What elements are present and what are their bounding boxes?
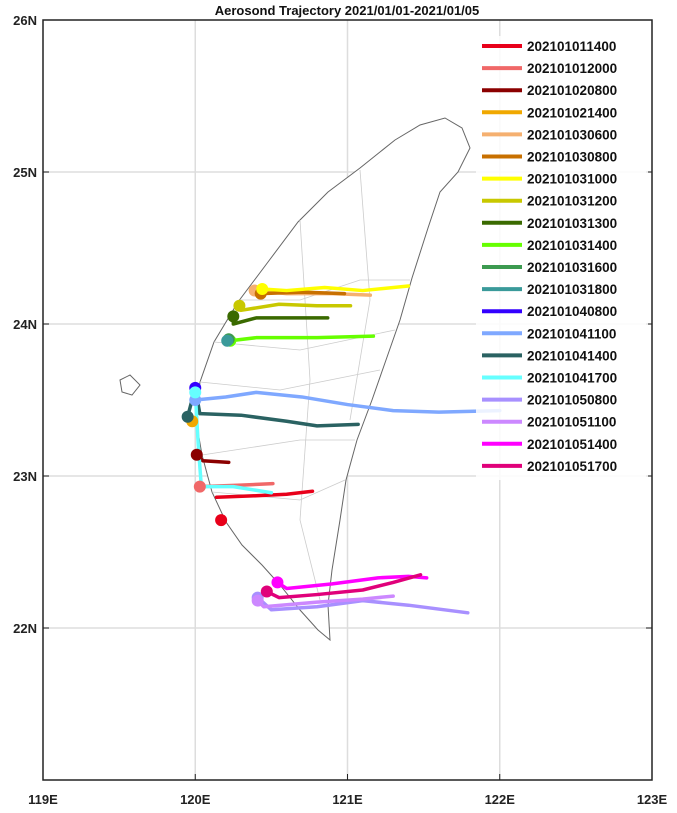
trajectory-start-202101041400 xyxy=(181,410,194,423)
trajectory-start-202101051700 xyxy=(260,585,273,598)
y-tick-label: 22N xyxy=(13,621,37,636)
axis-ticks: 119E 120E 121E 122E 123E 22N 23N 24N 25N 26N xyxy=(13,13,667,807)
legend-label: 202101041100 xyxy=(527,326,616,341)
legend-label: 202101051400 xyxy=(527,437,617,452)
x-tick-label: 121E xyxy=(332,792,363,807)
legend-label: 202101051100 xyxy=(527,415,616,430)
legend-label: 202101020800 xyxy=(527,83,617,98)
trajectory-start-202101012000 xyxy=(193,480,206,493)
trajectory-start-202101051400 xyxy=(271,576,284,589)
y-tick-label: 24N xyxy=(13,317,37,332)
legend-label: 202101031600 xyxy=(527,260,617,275)
trajectory-start-202101051100 xyxy=(251,594,264,607)
trajectory-line-202101030800 xyxy=(258,290,347,296)
trajectory-start-202101041700 xyxy=(189,386,202,399)
x-tick-label: 120E xyxy=(180,792,211,807)
legend-label: 202101031200 xyxy=(527,194,617,209)
trajectory-start-202101031800 xyxy=(221,334,234,347)
y-tick-label: 26N xyxy=(13,13,37,28)
legend-label: 202101031800 xyxy=(527,282,617,297)
chart-title: Aerosond Trajectory 2021/01/01-2021/01/0… xyxy=(215,3,480,18)
trajectory-start-202101031000 xyxy=(256,283,269,296)
trajectory-start-202101031200 xyxy=(233,299,246,312)
trajectory-line-202101031000 xyxy=(260,284,411,293)
trajectory-line-202101041100 xyxy=(193,390,502,414)
trajectory-line-202101051700 xyxy=(265,573,423,600)
legend-label: 202101040800 xyxy=(527,304,617,319)
trajectories xyxy=(181,283,502,615)
legend-label: 202101011400 xyxy=(527,39,616,54)
legend-label: 202101030800 xyxy=(527,150,617,165)
penghu-islands xyxy=(119,374,141,396)
y-tick-label: 23N xyxy=(13,469,37,484)
trajectory-line-202101011400 xyxy=(214,489,315,500)
legend-label: 202101031400 xyxy=(527,238,617,253)
legend-label: 202101021400 xyxy=(527,105,617,120)
legend: 202101011400 202101012000 202101020800 2021… xyxy=(476,36,648,480)
x-tick-label: 123E xyxy=(637,792,668,807)
trajectory-line-202101031400 xyxy=(228,334,376,343)
y-tick-label: 25N xyxy=(13,165,37,180)
trajectory-start-202101011400 xyxy=(215,514,228,527)
trajectory-start-202101031300 xyxy=(227,310,240,323)
legend-label: 202101030600 xyxy=(527,127,617,142)
legend-box xyxy=(476,36,648,480)
legend-label: 202101031000 xyxy=(527,172,617,187)
trajectory-start-202101020800 xyxy=(190,448,203,461)
legend-label: 202101031300 xyxy=(527,216,617,231)
legend-label: 202101051700 xyxy=(527,459,617,474)
x-tick-label: 122E xyxy=(485,792,516,807)
legend-label: 202101041400 xyxy=(527,348,617,363)
legend-label: 202101012000 xyxy=(527,61,617,76)
legend-label: 202101041700 xyxy=(527,371,617,386)
x-tick-label: 119E xyxy=(28,792,58,807)
legend-label: 202101050800 xyxy=(527,393,617,408)
